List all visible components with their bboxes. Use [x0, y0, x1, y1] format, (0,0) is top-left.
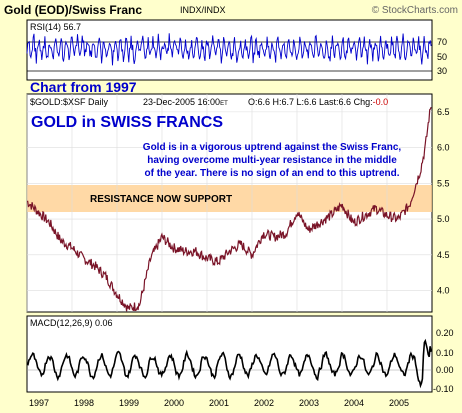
- commentary-line-3: of the year. There is no sign of an end …: [144, 168, 399, 179]
- chart-from-label: Chart from 1997: [30, 79, 137, 95]
- macd-tick-1: 0.10: [436, 348, 454, 358]
- commentary-line-1: Gold is in a vigorous uptrend against th…: [143, 142, 402, 153]
- vertical-gridlines: [26, 94, 388, 312]
- x-tick-2004: 2004: [344, 398, 364, 408]
- macd-line: [26, 338, 432, 389]
- date-text: 23-Dec-2005 16:00: [143, 97, 220, 107]
- price-tick-4.5: 4.5: [437, 250, 450, 260]
- headline-text: GOLD in SWISS FRANCS: [31, 114, 223, 131]
- x-tick-2003: 2003: [299, 398, 319, 408]
- price-tick-6.0: 6.0: [437, 143, 450, 153]
- band-label: RESISTANCE NOW SUPPORT: [90, 194, 232, 205]
- resistance-band: [27, 185, 432, 212]
- exchange-label: INDX/INDX: [180, 5, 226, 15]
- ohlc-text: O:6.6 H:6.7 L:6.6 Last:6.6 Chg:: [248, 97, 373, 107]
- x-tick-1999: 1999: [119, 398, 139, 408]
- timezone-text: ET: [220, 101, 228, 107]
- price-tick-4.0: 4.0: [437, 286, 450, 296]
- price-symbol: $GOLD:$XSF Daily: [30, 97, 109, 107]
- x-tick-1998: 1998: [74, 398, 94, 408]
- macd-tick-2: 0.00: [436, 365, 454, 375]
- x-tick-2002: 2002: [254, 398, 274, 408]
- macd-tick-3: -0.10: [433, 384, 454, 394]
- rsi-label: RSI(14) 56.7: [30, 22, 81, 32]
- copyright-text: © StockCharts.com: [372, 5, 458, 16]
- ohlc-readout: O:6.6 H:6.7 L:6.6 Last:6.6 Chg:-0.0: [248, 97, 388, 107]
- macd-label: MACD(12,26,9) 0.06: [30, 318, 113, 328]
- x-tick-2000: 2000: [164, 398, 184, 408]
- macd-tick-0: 0.20: [436, 328, 454, 338]
- rsi-tick-30: 30: [437, 66, 447, 76]
- rsi-line: [26, 33, 432, 66]
- price-tick-5.0: 5.0: [437, 214, 450, 224]
- change-text: -0.0: [373, 97, 389, 107]
- commentary-line-2: having overcome multi-year resistance in…: [147, 155, 397, 166]
- price-tick-5.5: 5.5: [437, 178, 450, 188]
- x-axis-labels: 1997 1998 1999 2000 2001 2002 2003 2004 2005: [29, 398, 409, 408]
- price-line: [27, 106, 432, 312]
- price-tick-6.5: 6.5: [437, 107, 450, 117]
- x-tick-2001: 2001: [209, 398, 229, 408]
- rsi-tick-50: 50: [437, 52, 447, 62]
- x-tick-2005: 2005: [389, 398, 409, 408]
- price-date: 23-Dec-2005 16:00ET: [143, 97, 228, 107]
- price-header: $GOLD:$XSF Daily: [30, 97, 109, 107]
- rsi-tick-70: 70: [437, 37, 447, 47]
- chart-title: Gold (EOD)/Swiss Franc: [4, 3, 142, 17]
- x-tick-1997: 1997: [29, 398, 49, 408]
- price-tick-labels: 6.5 6.0 5.5 5.0 4.5 4.0: [437, 107, 450, 296]
